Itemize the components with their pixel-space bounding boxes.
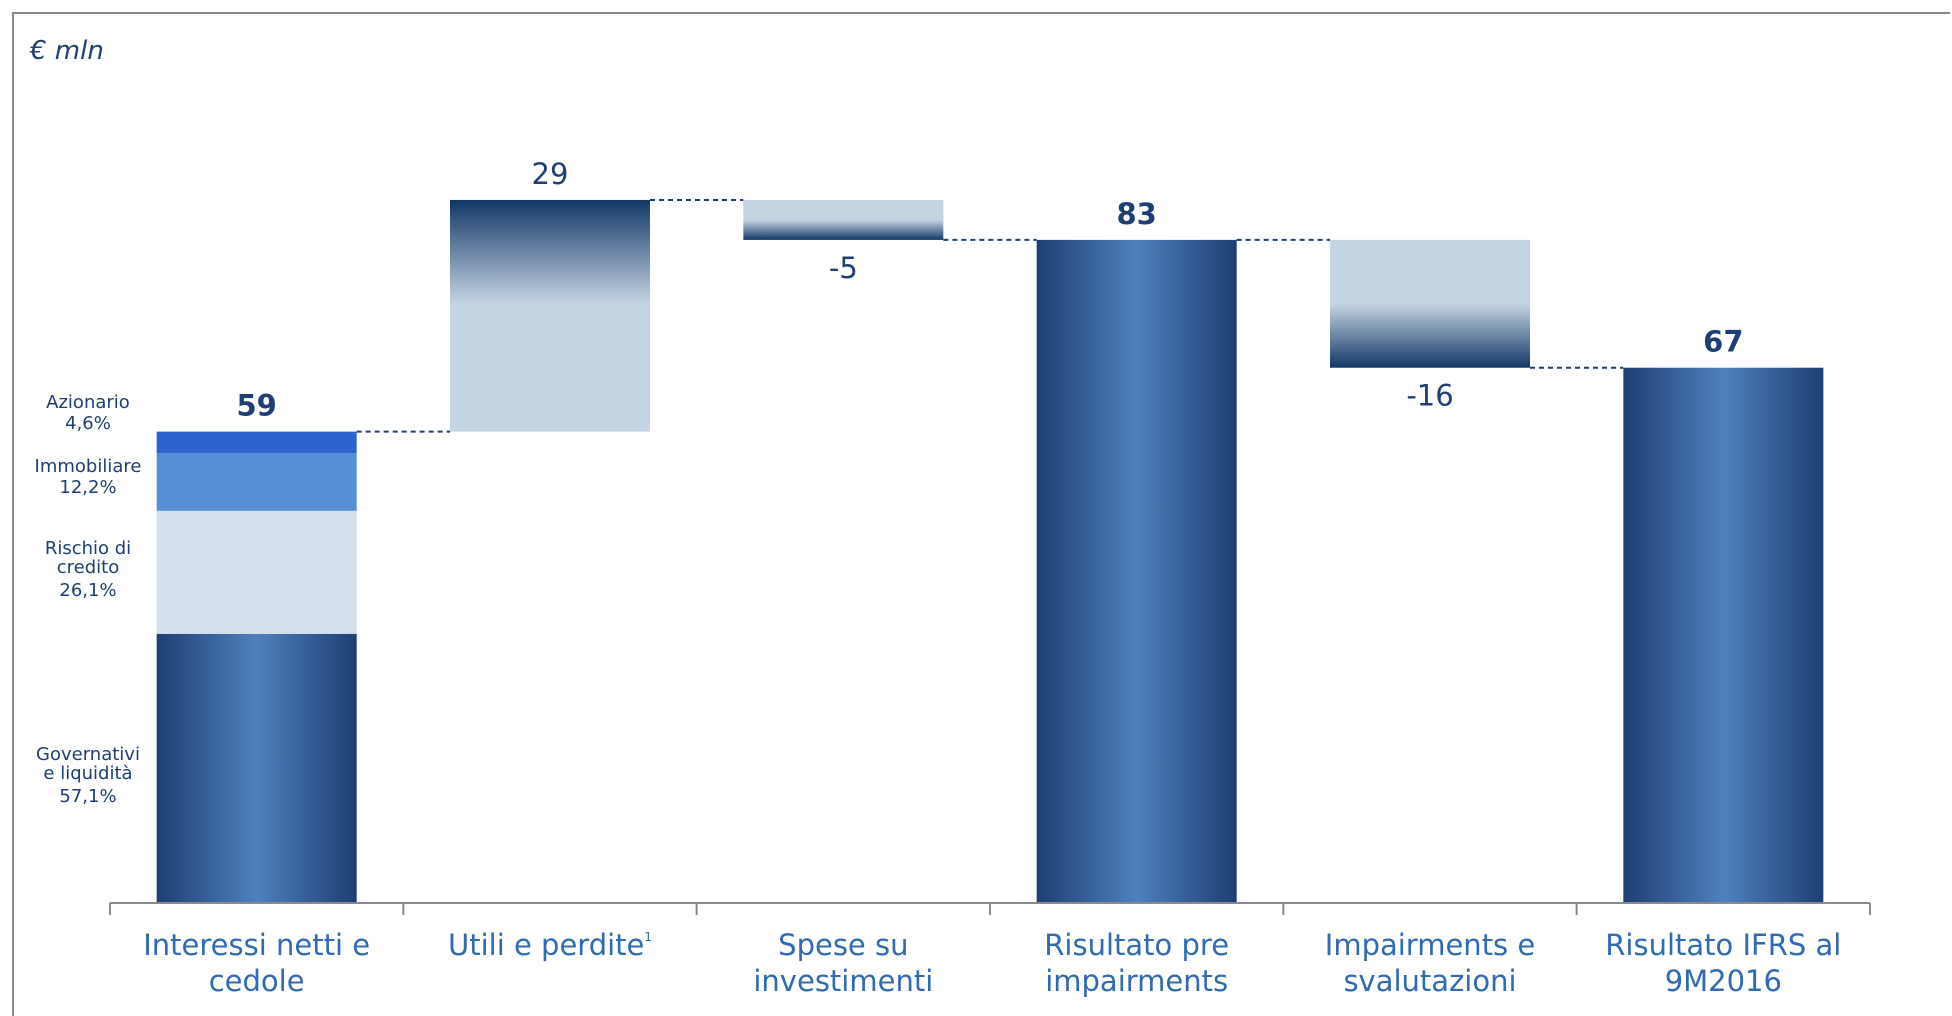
segment-name-label: Governativi xyxy=(36,744,140,765)
unit-label: € mln xyxy=(30,36,104,66)
category-label: Utili e perdite1 xyxy=(448,928,652,962)
bar-segment xyxy=(156,431,357,454)
category-label: Interessi netti e xyxy=(143,928,370,962)
segment-name-label: Immobiliare xyxy=(35,456,142,477)
value-label: 67 xyxy=(1703,325,1743,359)
chart-frame xyxy=(12,12,1950,1016)
category-label: cedole xyxy=(209,964,305,998)
category-label: svalutazioni xyxy=(1343,964,1516,998)
bar-segment xyxy=(156,510,357,634)
category-label: Risultato pre xyxy=(1044,928,1229,962)
segment-pct-label: 57,1% xyxy=(59,786,116,807)
value-label: -5 xyxy=(829,251,858,285)
segment-name-label: credito xyxy=(57,557,119,578)
segment-name-label: Rischio di xyxy=(45,538,131,559)
value-label: 29 xyxy=(532,157,569,191)
segment-pct-label: 12,2% xyxy=(59,477,116,498)
segment-pct-label: 26,1% xyxy=(59,580,116,601)
category-label: 9M2016 xyxy=(1665,964,1782,998)
category-label: impairments xyxy=(1045,964,1228,998)
segment-name-label: e liquidità xyxy=(43,763,132,784)
bar-segment xyxy=(156,633,357,903)
bar-segment xyxy=(156,453,357,511)
category-label: Impairments e xyxy=(1325,928,1535,962)
segment-name-label: Azionario xyxy=(46,392,130,413)
bar xyxy=(1623,367,1824,903)
footnote-superscript: 1 xyxy=(644,930,652,944)
category-label: investimenti xyxy=(753,964,933,998)
value-label: 59 xyxy=(236,389,276,423)
category-label: Risultato IFRS al xyxy=(1605,928,1841,962)
bar xyxy=(450,199,650,432)
bar xyxy=(1330,239,1530,368)
value-label: 83 xyxy=(1116,197,1156,231)
value-label: -16 xyxy=(1406,379,1453,413)
segment-pct-label: 4,6% xyxy=(65,413,111,434)
bar xyxy=(1036,239,1237,904)
category-label: Spese su xyxy=(778,928,908,962)
bar xyxy=(743,199,944,240)
